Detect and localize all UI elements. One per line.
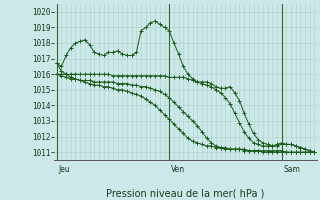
Text: Ven: Ven — [171, 165, 185, 174]
Text: Jeu: Jeu — [59, 165, 70, 174]
Text: Sam: Sam — [284, 165, 300, 174]
Text: Pression niveau de la mer( hPa ): Pression niveau de la mer( hPa ) — [107, 188, 265, 198]
